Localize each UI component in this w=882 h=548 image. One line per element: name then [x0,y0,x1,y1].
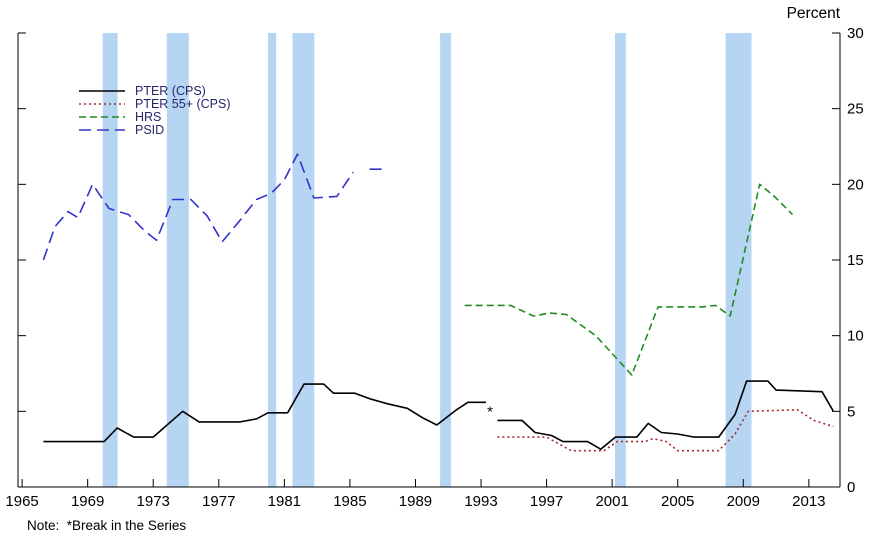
recession-band [725,33,752,487]
legend-label-pter-cps: PTER (CPS) [135,83,206,98]
x-tick-label: 1993 [464,493,497,510]
series-line-pter-55-cps [497,408,834,452]
recession-band [102,33,118,487]
x-tick-label: 2001 [595,493,628,510]
series-line-pter-cps [43,383,486,443]
legend-swatch-hrs [79,115,125,118]
x-tick-label: 1969 [71,493,104,510]
x-tick-label: 2005 [661,493,694,510]
x-tick-label: 1985 [333,493,366,510]
legend-swatch-pter-55-cps [79,102,125,105]
x-tick-label: 1973 [137,493,170,510]
x-tick-label: 1997 [530,493,563,510]
legend-swatch-psid [79,128,125,131]
x-tick-label: 2013 [792,493,825,510]
x-tick-label: 1965 [5,493,38,510]
series-line-pter-cps [497,380,835,451]
y-tick-label: 25 [847,101,864,118]
x-tick-label: 2009 [727,493,760,510]
y-axis-title: Percent [786,5,840,22]
recession-band [615,33,626,487]
legend-label-pter-55-cps: PTER 55+ (CPS) [135,96,231,111]
recession-band [292,33,315,487]
recession-band [268,33,277,487]
legend-label-hrs: HRS [135,109,162,124]
series-line-hrs [464,183,794,376]
y-tick-label: 15 [847,252,864,269]
legend-item-pter-55-cps: PTER 55+ (CPS) [78,96,231,111]
recession-band [166,33,189,487]
break-annotation: * [487,403,493,420]
legend-item-psid: PSID [78,122,231,137]
x-tick-label: 1989 [399,493,432,510]
recession-band [440,33,452,487]
legend-item-pter-cps: PTER (CPS) [78,83,231,98]
series-line-psid [42,153,354,261]
footnote: Note: *Break in the Series [27,518,187,533]
chart-legend: PTER (CPS) PTER 55+ (CPS) HRS PSID [78,83,231,137]
legend-item-hrs: HRS [78,109,231,124]
y-tick-label: 0 [847,479,855,496]
y-tick-label: 30 [847,25,864,42]
legend-label-psid: PSID [135,122,165,137]
x-tick-label: 1977 [202,493,235,510]
x-tick-label: 1981 [268,493,301,510]
y-tick-label: 20 [847,176,864,193]
y-tick-label: 10 [847,328,864,345]
y-tick-label: 5 [847,403,855,420]
legend-swatch-pter-cps [79,89,125,92]
